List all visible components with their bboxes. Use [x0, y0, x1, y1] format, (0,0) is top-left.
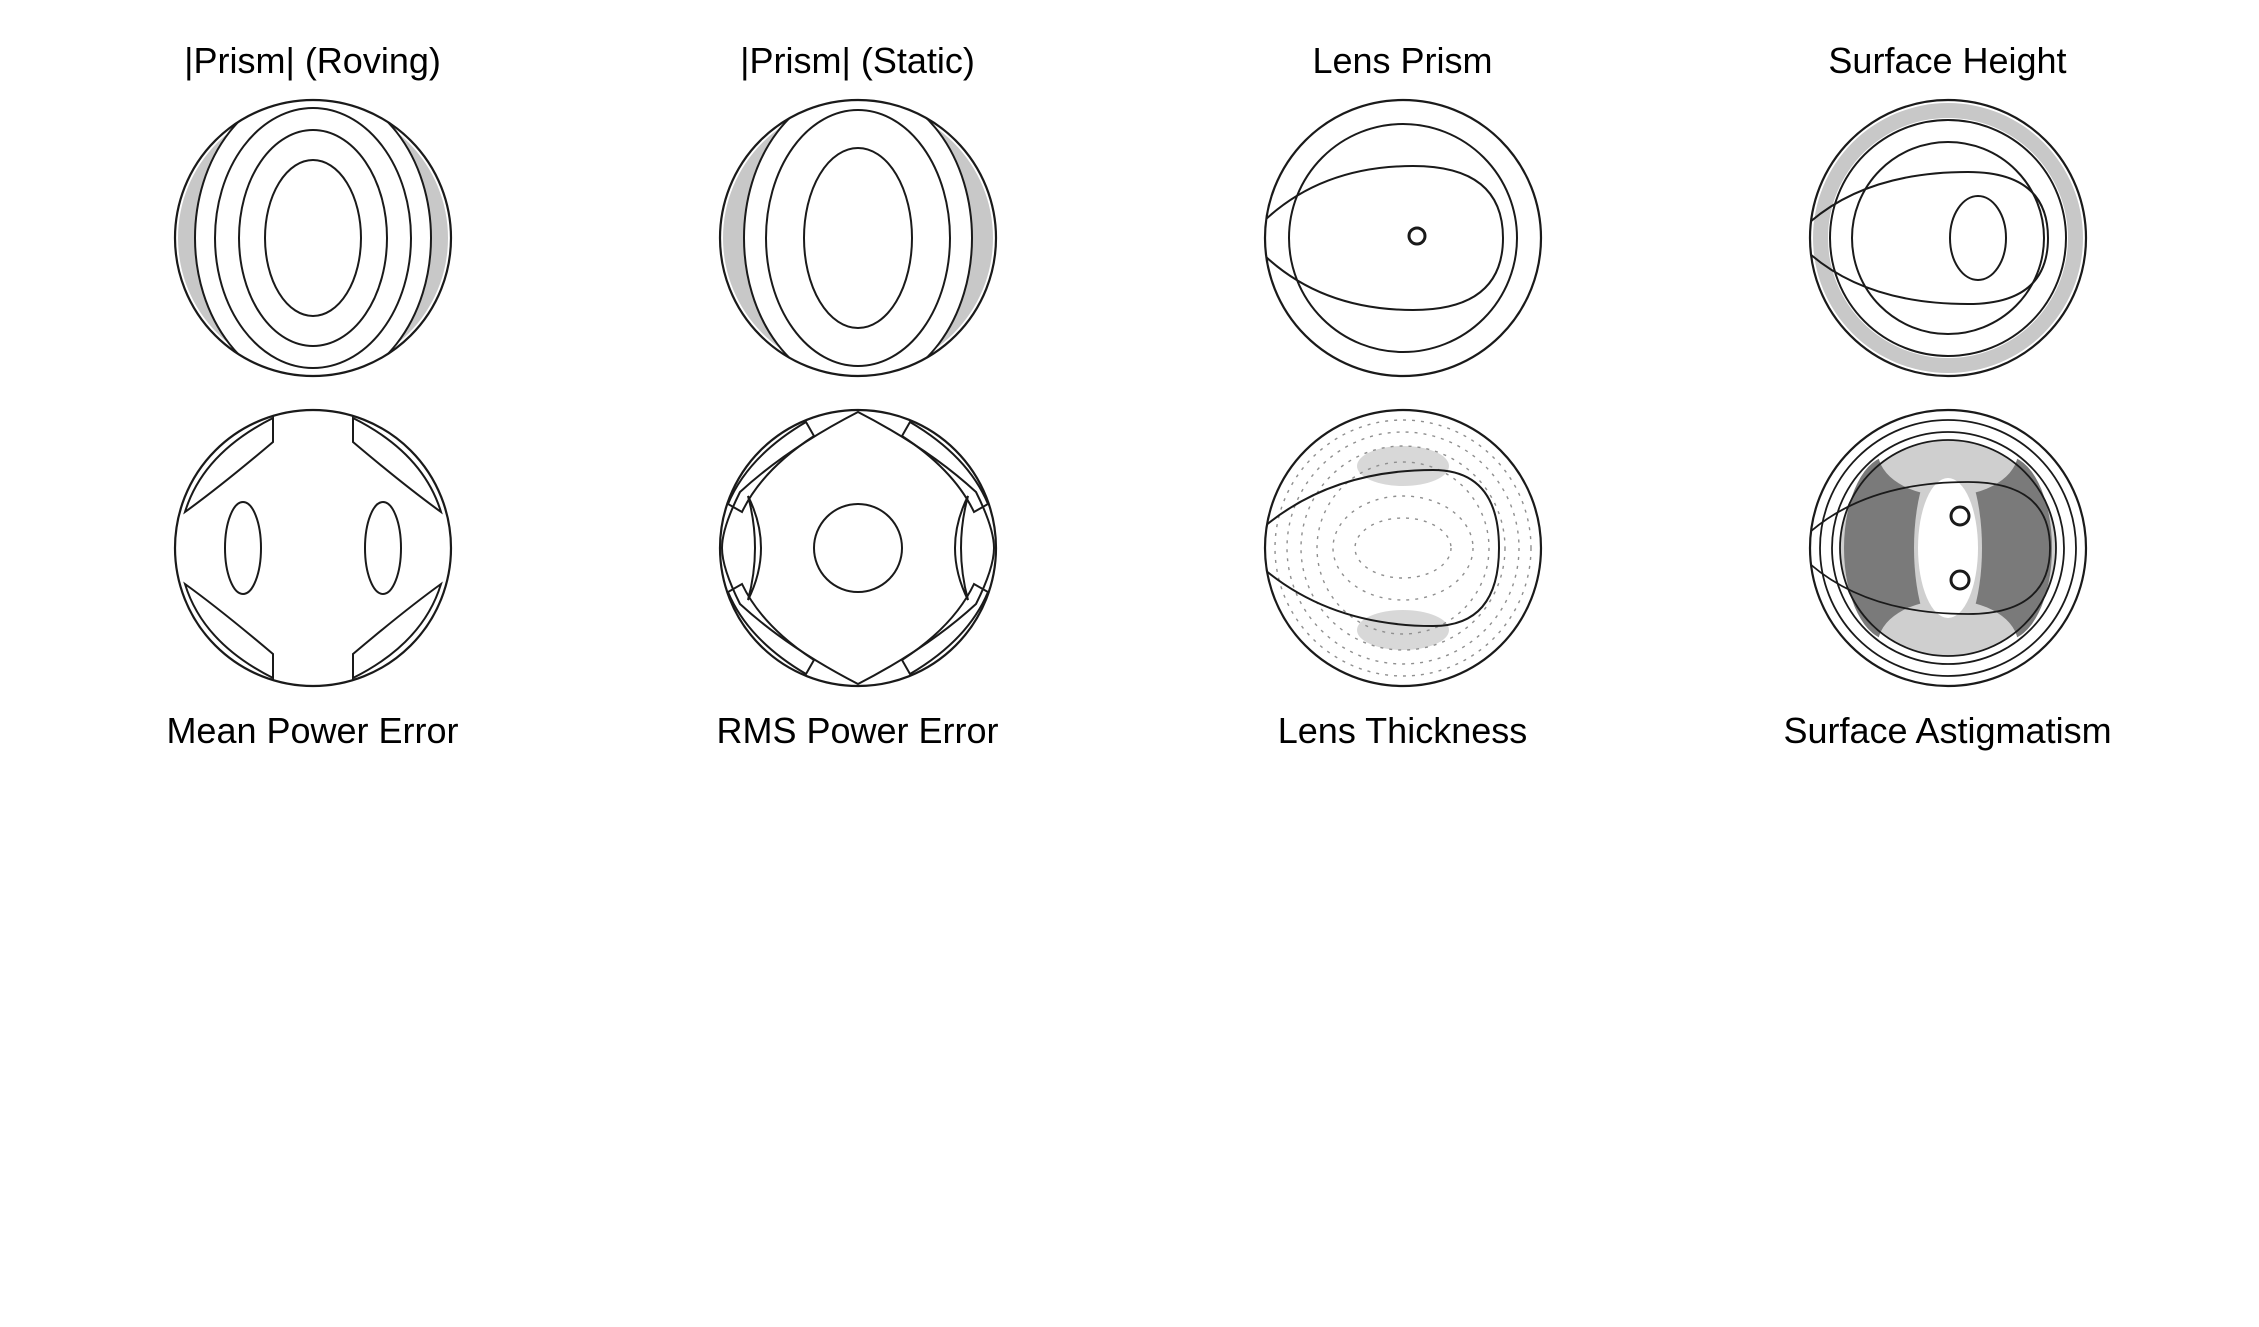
panel-surface-astigmatism: Surface Astigmatism: [1695, 398, 2200, 752]
panel-title: Surface Height: [1828, 40, 2066, 82]
panel-prism-roving: |Prism| (Roving): [60, 40, 565, 388]
contour-plot-icon: [1253, 398, 1553, 698]
panel-caption: Lens Thickness: [1278, 710, 1527, 752]
panel-mean-power-error: Mean Power Error: [60, 398, 565, 752]
contour-plot-icon: [163, 398, 463, 698]
panel-caption: RMS Power Error: [716, 710, 998, 752]
panel-caption: Mean Power Error: [166, 710, 458, 752]
contour-plot-icon: [1798, 398, 2098, 698]
contour-plot-icon: [163, 88, 463, 388]
contour-plot-icon: [1253, 88, 1553, 388]
contour-plot-icon: [708, 88, 1008, 388]
panel-prism-static: |Prism| (Static): [605, 40, 1110, 388]
panel-title: |Prism| (Static): [740, 40, 975, 82]
panel-surface-height: Surface Height: [1695, 40, 2200, 388]
panel-rms-power-error: RMS Power Error: [605, 398, 1110, 752]
page: |Prism| (Roving) |Prism|: [0, 0, 2259, 1327]
contour-plot-icon: [708, 398, 1008, 698]
panel-lens-thickness: Lens Thickness: [1150, 398, 1655, 752]
panel-title: Lens Prism: [1312, 40, 1492, 82]
contour-plot-icon: [1798, 88, 2098, 388]
panel-caption: Surface Astigmatism: [1783, 710, 2111, 752]
panel-grid: |Prism| (Roving) |Prism|: [60, 40, 2200, 752]
panel-title: |Prism| (Roving): [184, 40, 441, 82]
panel-lens-prism: Lens Prism: [1150, 40, 1655, 388]
